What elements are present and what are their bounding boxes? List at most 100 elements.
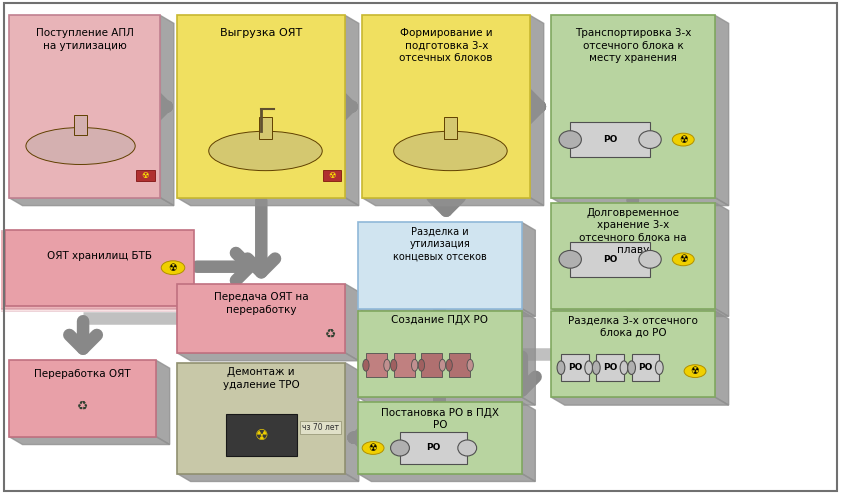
FancyBboxPatch shape — [322, 170, 341, 181]
FancyBboxPatch shape — [394, 353, 415, 377]
Polygon shape — [345, 363, 359, 482]
Polygon shape — [715, 15, 728, 206]
FancyBboxPatch shape — [9, 360, 157, 437]
Text: ☢: ☢ — [679, 134, 688, 145]
FancyBboxPatch shape — [177, 363, 345, 474]
Text: РО: РО — [603, 255, 617, 264]
Polygon shape — [715, 311, 728, 405]
Text: ♻: ♻ — [325, 327, 337, 340]
Text: Постановка РО в ПДХ
РО: Постановка РО в ПДХ РО — [381, 408, 499, 430]
Ellipse shape — [627, 361, 636, 374]
Polygon shape — [345, 284, 359, 361]
Text: ☢: ☢ — [369, 443, 377, 453]
Polygon shape — [362, 198, 544, 206]
Ellipse shape — [391, 440, 409, 456]
Circle shape — [362, 442, 384, 454]
Ellipse shape — [391, 359, 397, 371]
Text: РО: РО — [603, 135, 617, 144]
Polygon shape — [358, 397, 536, 405]
FancyBboxPatch shape — [9, 15, 161, 198]
Text: ♻: ♻ — [77, 399, 88, 412]
Text: Переработка ОЯТ: Переработка ОЯТ — [35, 370, 131, 379]
Ellipse shape — [639, 131, 661, 149]
Text: Транспортировка 3-х
отсечного блока к
месту хранения: Транспортировка 3-х отсечного блока к ме… — [575, 28, 691, 63]
Polygon shape — [177, 198, 359, 206]
Text: Долговременное
хранение 3-х
отсечного блока на
плаву: Долговременное хранение 3-х отсечного бл… — [579, 208, 687, 255]
Text: РО: РО — [638, 363, 653, 372]
Polygon shape — [9, 198, 173, 206]
Text: Создание ПДХ РО: Создание ПДХ РО — [392, 315, 488, 326]
Polygon shape — [552, 397, 728, 405]
Polygon shape — [522, 402, 536, 482]
Text: ОЯТ хранилищ БТБ: ОЯТ хранилищ БТБ — [47, 251, 152, 261]
FancyBboxPatch shape — [552, 15, 715, 198]
Text: ☢: ☢ — [168, 263, 178, 273]
Ellipse shape — [384, 359, 390, 371]
Text: РО: РО — [603, 363, 617, 372]
FancyBboxPatch shape — [400, 432, 467, 464]
FancyBboxPatch shape — [362, 15, 530, 198]
FancyBboxPatch shape — [0, 230, 190, 308]
Polygon shape — [345, 15, 359, 206]
FancyBboxPatch shape — [570, 242, 650, 277]
Ellipse shape — [557, 361, 565, 374]
FancyBboxPatch shape — [449, 353, 470, 377]
Ellipse shape — [440, 359, 445, 371]
FancyBboxPatch shape — [444, 118, 457, 139]
Text: ☢: ☢ — [141, 171, 149, 180]
Polygon shape — [552, 198, 728, 206]
Text: РО: РО — [568, 363, 582, 372]
Polygon shape — [522, 311, 536, 405]
FancyBboxPatch shape — [258, 118, 272, 139]
FancyBboxPatch shape — [358, 402, 522, 474]
FancyBboxPatch shape — [366, 353, 387, 377]
Circle shape — [673, 253, 694, 266]
FancyBboxPatch shape — [74, 115, 87, 135]
FancyBboxPatch shape — [552, 311, 715, 397]
Ellipse shape — [620, 361, 628, 374]
FancyBboxPatch shape — [552, 203, 715, 309]
Polygon shape — [530, 15, 544, 206]
FancyBboxPatch shape — [136, 170, 155, 181]
FancyBboxPatch shape — [226, 414, 297, 456]
Polygon shape — [552, 309, 728, 317]
Ellipse shape — [209, 131, 322, 170]
FancyBboxPatch shape — [177, 15, 345, 198]
Polygon shape — [522, 222, 536, 317]
Ellipse shape — [458, 440, 477, 456]
Ellipse shape — [418, 359, 424, 371]
FancyBboxPatch shape — [561, 354, 589, 381]
Ellipse shape — [412, 359, 418, 371]
Ellipse shape — [394, 131, 507, 170]
Circle shape — [673, 133, 694, 146]
FancyBboxPatch shape — [358, 311, 522, 397]
Text: ☢: ☢ — [679, 254, 688, 264]
Text: чз 70 лет: чз 70 лет — [301, 423, 338, 432]
Ellipse shape — [585, 361, 593, 374]
Ellipse shape — [363, 359, 369, 371]
FancyBboxPatch shape — [177, 284, 345, 353]
Ellipse shape — [559, 250, 581, 268]
Polygon shape — [177, 353, 359, 361]
FancyBboxPatch shape — [421, 353, 442, 377]
Text: Выгрузка ОЯТ: Выгрузка ОЯТ — [220, 28, 302, 38]
Polygon shape — [715, 203, 728, 317]
Polygon shape — [358, 309, 536, 317]
Text: ☢: ☢ — [254, 428, 268, 443]
Text: Поступление АПЛ
на утилизацию: Поступление АПЛ на утилизацию — [36, 28, 134, 50]
FancyBboxPatch shape — [596, 354, 624, 381]
FancyBboxPatch shape — [570, 122, 650, 158]
FancyBboxPatch shape — [632, 354, 659, 381]
Text: Формирование и
подготовка 3-х
отсечных блоков: Формирование и подготовка 3-х отсечных б… — [399, 28, 493, 63]
Text: ☢: ☢ — [328, 171, 336, 180]
Ellipse shape — [26, 127, 136, 165]
FancyBboxPatch shape — [0, 231, 187, 309]
Text: Передача ОЯТ на
переработку: Передача ОЯТ на переработку — [214, 292, 309, 315]
Ellipse shape — [559, 131, 581, 149]
Ellipse shape — [446, 359, 452, 371]
Ellipse shape — [639, 250, 661, 268]
Polygon shape — [177, 474, 359, 482]
Ellipse shape — [655, 361, 663, 374]
Text: Разделка 3-х отсечного
блока до РО: Разделка 3-х отсечного блока до РО — [568, 315, 698, 338]
Polygon shape — [157, 360, 169, 445]
